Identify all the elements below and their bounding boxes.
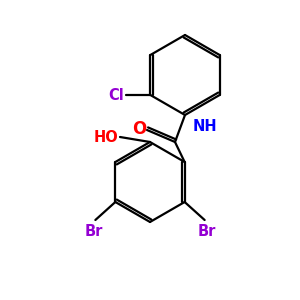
Text: HO: HO [93,130,118,145]
Text: O: O [132,120,146,138]
Text: Br: Br [197,224,216,239]
Text: NH: NH [193,119,218,134]
Text: Cl: Cl [109,88,124,103]
Text: Br: Br [84,224,103,239]
